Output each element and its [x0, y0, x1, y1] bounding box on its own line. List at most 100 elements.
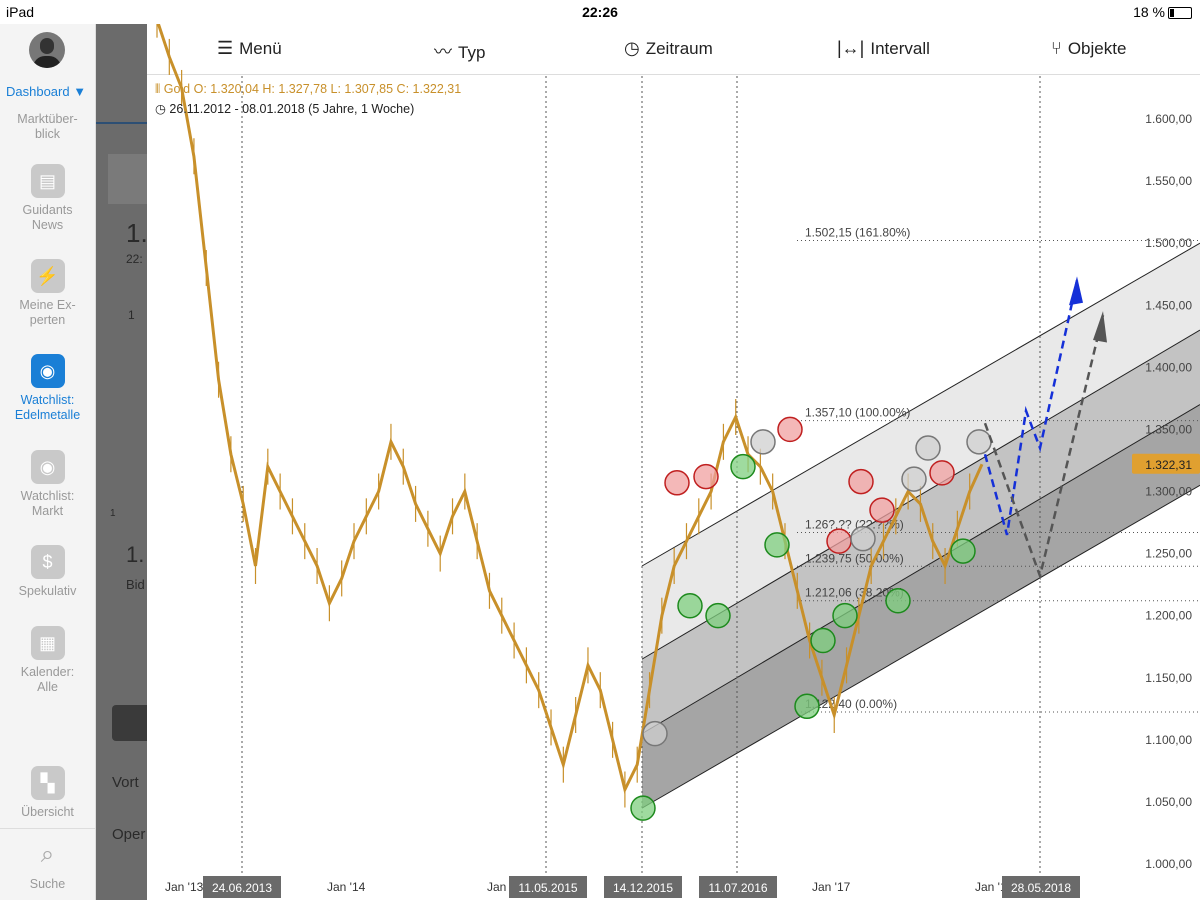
background-text: Bid [126, 577, 145, 592]
touch-point-circle [693, 463, 719, 490]
background-text: Oper [112, 826, 146, 843]
sidebar-item-watchlist-edelmetalle[interactable]: ◉ Watchlist: Edelmetalle [0, 354, 95, 423]
y-tick-label: 1.050,00 [1145, 795, 1192, 809]
timeframe-button[interactable]: ◷ Zeitraum [624, 38, 713, 58]
sidebar-item-label: Übersicht [21, 805, 74, 819]
background-text: 22: [126, 252, 143, 266]
clock: 22:26 [582, 4, 618, 20]
interval-button[interactable]: |↔| Intervall [837, 38, 930, 58]
touch-point-circle [901, 466, 927, 492]
objects-button[interactable]: ⑂ Objekte [1051, 38, 1127, 58]
touch-point-circle [826, 528, 852, 554]
sidebar-item-label: Meine Ex- perten [19, 298, 76, 327]
ohlc-info: ⫴ Gold O: 1.320,04 H: 1.327,78 L: 1.307,… [155, 82, 462, 96]
trend-line [641, 404, 1200, 735]
date-badge-label: 11.05.2015 [518, 881, 577, 895]
touch-point-circle [850, 525, 876, 552]
line-chart-icon: 〰 [434, 42, 452, 62]
sidebar-item-spekulativ[interactable]: $ Spekulativ [0, 545, 95, 599]
y-tick-label: 1.400,00 [1145, 360, 1192, 374]
dollar-icon: $ [30, 545, 65, 579]
touch-point-circle [677, 592, 703, 619]
chart-toolbar: ☰ Menü 〰 Typ ◷ Zeitraum |↔| Intervall ⑂ Objek… [147, 24, 1200, 75]
y-tick-label: 1.000,00 [1145, 857, 1192, 871]
touch-point-circle [885, 588, 911, 614]
date-badge [203, 876, 281, 898]
background-text: 1 [128, 308, 135, 322]
touch-point-circle [664, 470, 690, 496]
background-text: 1 [110, 508, 116, 519]
date-badge [604, 876, 682, 898]
arrowhead [1069, 276, 1083, 306]
sidebar-item-kalender[interactable]: ▦ Kalender: Alle [0, 626, 95, 695]
background-card [108, 154, 148, 204]
projection-arrow-gray [983, 314, 1105, 581]
fib-label: 1.502,15 (161.80%) [805, 225, 910, 239]
background-text: Vort [112, 774, 139, 791]
sidebar-item-guidants-news[interactable]: ▤ Guidants News [0, 164, 95, 233]
search-icon: ⌕ [40, 841, 55, 868]
background-button [112, 705, 148, 741]
y-tick-label: 1.300,00 [1145, 485, 1192, 499]
y-tick-label: 1.450,00 [1145, 298, 1192, 312]
touch-point-circle [929, 460, 955, 486]
date-badge-label: 28.05.2018 [1011, 881, 1071, 895]
tab-indicator [96, 122, 148, 124]
chart-type-button[interactable]: 〰 Typ [434, 42, 486, 62]
touch-point-circle [777, 416, 803, 443]
sidebar: Dashboard ▼ Marktüber- blick ▤ Guidants … [0, 24, 96, 900]
lightning-icon: ⚡ [30, 259, 65, 293]
projection-arrow-blue [983, 280, 1079, 536]
touch-point-circle [730, 453, 756, 480]
touch-point-circle [915, 435, 941, 461]
y-tick-label: 1.500,00 [1145, 236, 1192, 250]
sidebar-item-suche[interactable]: ⌕ Suche [0, 838, 95, 892]
date-badge-label: 24.06.2013 [212, 881, 272, 895]
fib-label: 1.357,10 (100.00%) [805, 406, 910, 420]
price-chart[interactable]: 1.502,15 (161.80%)1.357,10 (100.00%)1.26… [147, 24, 1200, 900]
touch-point-circle [832, 602, 858, 629]
date-badge [1002, 876, 1080, 898]
date-range-info: ◷ 26.11.2012 - 08.01.2018 (5 Jahre, 1 Wo… [155, 102, 415, 116]
y-tick-label: 1.600,00 [1145, 112, 1192, 126]
battery-status: 18 % [1133, 4, 1192, 20]
battery-icon [1168, 7, 1192, 20]
sidebar-item-label: Kalender: Alle [20, 665, 75, 694]
sidebar-item-label: Suche [29, 877, 66, 891]
sidebar-item-label: Watchlist: Markt [20, 489, 75, 518]
sidebar-item-marktueberblick[interactable]: Marktüber- blick [17, 112, 78, 141]
date-badge-label: 11.07.2016 [708, 881, 767, 895]
sidebar-item-meine-experten[interactable]: ⚡ Meine Ex- perten [0, 259, 95, 328]
sidebar-item-uebersicht[interactable]: ▚ Übersicht [0, 766, 95, 820]
y-tick-label: 1.100,00 [1145, 733, 1192, 747]
touch-point-circle [950, 538, 976, 564]
date-badge [699, 876, 777, 898]
sidebar-item-label: Watchlist: Edelmetalle [14, 393, 81, 422]
touch-point-circle [764, 532, 790, 558]
price-line [156, 24, 984, 794]
sidebar-item-label: Spekulativ [18, 584, 77, 598]
y-tick-label: 1.250,00 [1145, 547, 1192, 561]
dashboard-dropdown[interactable]: Dashboard ▼ [6, 84, 87, 99]
avatar[interactable] [29, 32, 65, 68]
y-tick-label: 1.150,00 [1145, 671, 1192, 685]
date-badge [509, 876, 587, 898]
chart-panel: ☰ Menü 〰 Typ ◷ Zeitraum |↔| Intervall ⑂ Objek… [147, 24, 1200, 900]
interval-icon: |↔| [837, 38, 865, 58]
touch-point-circle [810, 627, 836, 654]
eye-icon: ◉ [30, 354, 65, 388]
objects-icon: ⑂ [1051, 38, 1062, 58]
calendar-icon: ▦ [30, 626, 65, 660]
status-bar: iPad 22:26 18 % [0, 0, 1200, 24]
current-price-label: 1.322,31 [1145, 458, 1192, 472]
date-badge-label: 14.12.2015 [613, 881, 673, 895]
y-tick-label: 1.350,00 [1145, 422, 1192, 436]
trend-line [641, 242, 1200, 567]
sidebar-item-watchlist-markt[interactable]: ◉ Watchlist: Markt [0, 450, 95, 519]
x-tick-label: Jan '13 [165, 880, 204, 894]
menu-button[interactable]: ☰ Menü [217, 38, 282, 58]
x-tick-label: Jan '14 [327, 880, 366, 894]
touch-point-circle [794, 693, 820, 720]
background-text: 1. [126, 218, 148, 248]
y-tick-label: 1.550,00 [1145, 174, 1192, 188]
